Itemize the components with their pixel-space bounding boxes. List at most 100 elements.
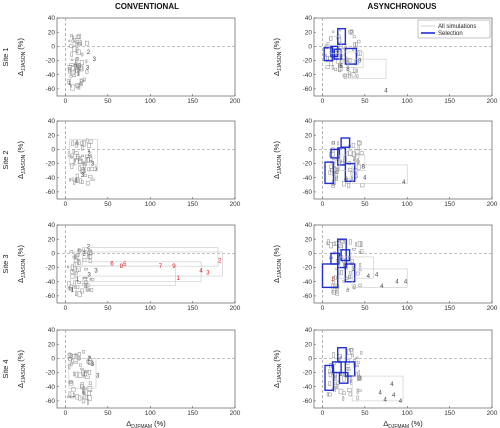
point-label: 3 — [88, 273, 92, 279]
simulation-box — [342, 181, 346, 187]
simulation-box — [78, 157, 82, 161]
simulation-box — [88, 355, 91, 358]
point-label: 1 — [72, 393, 76, 399]
simulation-box — [328, 372, 332, 378]
legend-label-selection: Selection — [438, 31, 463, 37]
x-tick-label: 50 — [104, 201, 112, 208]
y-tick-label: 20 — [305, 132, 313, 139]
simulation-box — [356, 395, 359, 401]
simulation-box — [355, 153, 360, 159]
simulation-box — [86, 138, 89, 143]
simulation-box — [71, 66, 75, 71]
simulation-box — [355, 242, 358, 247]
y-axis-label-main: Δ — [272, 383, 281, 388]
selection-range-box — [330, 148, 341, 159]
simulation-box — [87, 370, 92, 375]
simulation-box — [89, 288, 94, 292]
highlighted-point-label: 4 — [199, 268, 203, 274]
x-axis-label-main: Δ — [383, 419, 388, 428]
simulation-box — [75, 253, 80, 257]
simulation-box — [68, 380, 73, 384]
simulation-box — [73, 371, 75, 377]
simulation-box — [328, 369, 331, 374]
point-label: 6 — [339, 64, 343, 70]
simulation-box — [332, 30, 335, 33]
y-tick-label: -20 — [46, 265, 56, 272]
simulation-box — [357, 50, 362, 56]
selection-range-box — [323, 47, 334, 62]
simulation-box — [77, 372, 83, 378]
x-tick-label: 150 — [187, 305, 198, 312]
simulation-box — [335, 175, 338, 181]
x-tick-label: 200 — [487, 98, 498, 105]
point-label: 8 — [361, 164, 365, 170]
selection-range-box — [324, 364, 335, 391]
simulation-box — [76, 281, 81, 284]
y-axis-label-sub: JJASON — [21, 363, 27, 383]
column-title-conventional: CONVENTIONAL — [115, 2, 179, 11]
simulation-box — [329, 164, 333, 170]
simulation-box — [71, 177, 75, 181]
simulation-box — [359, 151, 364, 155]
simulation-box — [84, 280, 88, 286]
point-label: 4 — [395, 280, 399, 286]
highlighted-point-label: 3 — [206, 271, 210, 277]
x-tick-label: 150 — [187, 201, 198, 208]
simulation-box — [82, 161, 85, 165]
highlighted-point-label: 7 — [159, 264, 163, 270]
selection-range-box — [338, 371, 349, 384]
x-tick-label: 100 — [402, 305, 413, 312]
simulation-box — [85, 154, 90, 158]
point-label: 3 — [96, 373, 100, 379]
y-axis-label-unit: (%) — [16, 38, 25, 52]
simulation-box — [83, 276, 88, 279]
y-axis-label-main: Δ — [16, 71, 25, 76]
y-tick-label: -20 — [46, 161, 56, 168]
simulation-range-box — [351, 375, 404, 402]
simulation-box — [326, 392, 329, 397]
simulation-box — [67, 78, 72, 84]
highlighted-point-label: 9 — [172, 264, 176, 270]
highlighted-point-label: 1 — [331, 277, 335, 283]
x-tick-label: 150 — [444, 410, 455, 417]
simulation-range-box — [339, 154, 366, 171]
simulation-box — [69, 284, 73, 290]
simulation-box — [78, 158, 83, 164]
simulation-box — [325, 65, 330, 70]
simulation-box — [72, 38, 77, 42]
simulation-box — [331, 290, 334, 294]
simulation-box — [340, 58, 344, 64]
x-tick-label: 0 — [64, 201, 68, 208]
simulation-box — [334, 375, 337, 381]
x-tick-label: 100 — [145, 410, 156, 417]
column-title-asynchronous: ASYNCHRONOUS — [368, 2, 438, 11]
simulation-box — [68, 381, 73, 384]
simulation-box — [355, 356, 359, 359]
legend-frame — [417, 19, 491, 39]
simulation-box — [69, 63, 74, 67]
simulation-box — [353, 159, 357, 163]
simulation-box — [80, 382, 84, 388]
y-tick-label: -40 — [303, 279, 313, 286]
simulation-cluster — [67, 33, 89, 91]
simulation-box — [87, 167, 90, 172]
simulation-box — [328, 61, 333, 66]
simulation-range-box — [69, 139, 98, 166]
simulation-box — [86, 143, 92, 148]
x-tick-label: 150 — [444, 201, 455, 208]
simulation-box — [356, 164, 361, 170]
simulation-box — [338, 240, 341, 243]
simulation-box — [80, 140, 84, 146]
x-tick-label: 100 — [145, 201, 156, 208]
point-label: 2 — [87, 244, 91, 250]
x-tick-label: 0 — [321, 201, 325, 208]
point-label: 4 — [375, 273, 379, 279]
x-tick-label: 50 — [104, 98, 112, 105]
simulation-box — [78, 165, 82, 171]
simulation-box — [78, 395, 82, 401]
y-tick-label: 40 — [305, 327, 313, 334]
y-tick-label: -60 — [46, 398, 56, 405]
simulation-box — [348, 71, 351, 76]
